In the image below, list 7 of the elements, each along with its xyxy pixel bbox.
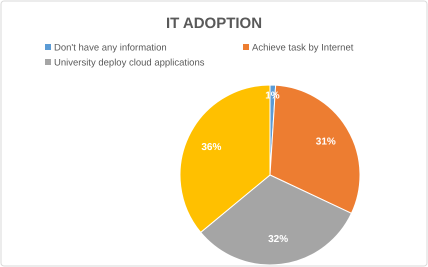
- data-label: 31%: [316, 136, 336, 148]
- data-label: 36%: [201, 142, 222, 154]
- data-label: 32%: [268, 234, 288, 245]
- legend-label: Achieve task by Internet: [252, 42, 354, 54]
- chart-title: IT ADOPTION: [166, 15, 262, 32]
- legend-label: Don't have any information: [54, 42, 167, 54]
- legend-label: University deploy cloud applications: [54, 58, 205, 69]
